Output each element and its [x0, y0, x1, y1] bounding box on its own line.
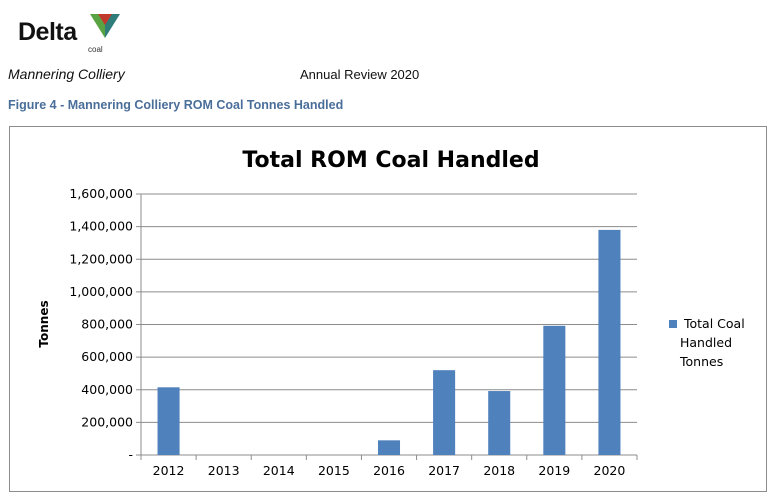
y-tick-label: 1,400,000 [69, 219, 133, 234]
chart-title: Total ROM Coal Handled [242, 148, 539, 173]
logo-text: Delta [18, 18, 77, 46]
bar-chart: Total ROM Coal Handled - 200,000 400,000 60… [37, 148, 745, 478]
y-tick-label: 1,200,000 [69, 251, 133, 266]
legend-label: Total Coal [683, 316, 745, 331]
delta-triangle-icon [90, 14, 120, 38]
y-tick-label: 1,600,000 [69, 186, 133, 201]
x-tick-label: 2012 [153, 463, 185, 478]
x-tick-label: 2017 [428, 463, 460, 478]
bar-2012 [157, 387, 180, 455]
y-tick-label: - [128, 447, 133, 462]
x-tick-label: 2016 [373, 463, 405, 478]
legend-label: Handled [680, 335, 732, 350]
figure-caption: Figure 4 - Mannering Colliery ROM Coal T… [8, 98, 344, 112]
y-tick-label: 800,000 [81, 317, 133, 332]
x-tick-label: 2015 [318, 463, 350, 478]
x-tick-label: 2019 [538, 463, 570, 478]
legend: Total Coal Handled Tonnes [669, 316, 745, 369]
x-tick-label: 2013 [208, 463, 240, 478]
legend-label: Tonnes [679, 354, 723, 369]
document-name: Mannering Colliery [8, 66, 125, 82]
bar-2020 [598, 229, 621, 455]
y-tick-label: 600,000 [81, 349, 133, 364]
x-tick-label: 2014 [263, 463, 295, 478]
y-tick-label: 1,000,000 [69, 284, 133, 299]
legend-swatch [669, 320, 677, 328]
logo-subtext: coal [88, 45, 103, 54]
bar-2019 [543, 325, 566, 455]
bar-2018 [488, 391, 511, 455]
delta-coal-logo: Delta coal [18, 14, 128, 56]
x-tick-label: 2018 [483, 463, 515, 478]
bar-2017 [433, 370, 456, 455]
document-review-title: Annual Review 2020 [300, 67, 420, 82]
chart-frame: Total ROM Coal Handled - 200,000 400,000 60… [9, 126, 767, 492]
y-axis-label: Tonnes [37, 300, 51, 347]
bar-2016 [377, 440, 401, 455]
x-tick-label: 2020 [594, 463, 626, 478]
y-tick-label: 400,000 [81, 382, 133, 397]
y-tick-label: 200,000 [81, 414, 133, 429]
